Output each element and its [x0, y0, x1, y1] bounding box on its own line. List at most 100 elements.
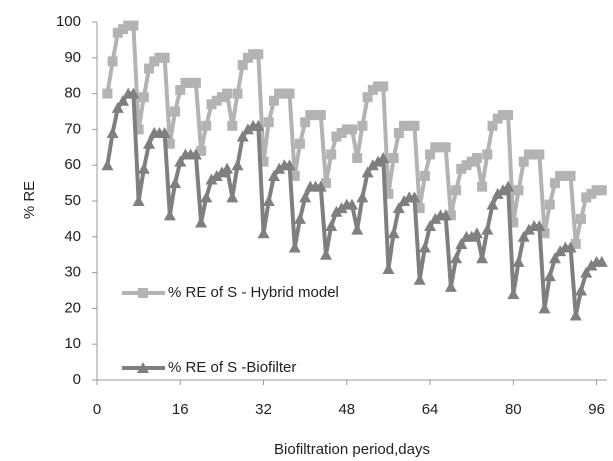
marker	[388, 153, 399, 164]
marker	[382, 263, 395, 275]
marker	[190, 77, 201, 88]
marker	[377, 152, 390, 164]
marker	[319, 248, 332, 260]
marker	[522, 223, 535, 235]
marker	[107, 56, 118, 67]
marker	[569, 309, 582, 321]
marker	[174, 155, 187, 167]
marker	[565, 170, 576, 181]
marker	[149, 56, 160, 67]
marker	[481, 223, 494, 235]
marker	[508, 217, 519, 228]
marker	[320, 178, 331, 189]
x-tick-label: 48	[338, 401, 355, 418]
marker	[138, 92, 149, 103]
marker	[106, 126, 119, 138]
marker	[570, 238, 581, 249]
marker	[284, 88, 295, 99]
marker	[517, 230, 530, 242]
marker	[487, 120, 498, 131]
marker	[414, 203, 425, 214]
x-tick-label: 16	[172, 401, 189, 418]
x-tick-label: 64	[422, 401, 439, 418]
marker	[595, 255, 608, 267]
marker	[351, 223, 364, 235]
marker	[215, 166, 228, 178]
marker	[538, 302, 551, 314]
legend-marker	[138, 288, 148, 298]
x-tick-label: 0	[93, 401, 101, 418]
marker	[419, 170, 430, 181]
marker	[118, 24, 129, 35]
marker	[409, 120, 420, 131]
marker	[591, 185, 602, 196]
marker	[470, 227, 483, 239]
marker	[242, 52, 253, 63]
marker	[398, 195, 411, 206]
marker	[445, 210, 456, 221]
y-tick-label: 30	[64, 264, 81, 281]
marker	[548, 252, 561, 264]
marker	[581, 192, 592, 203]
x-tick-label: 32	[255, 401, 272, 418]
marker	[575, 213, 586, 224]
marker	[486, 198, 499, 210]
marker	[586, 188, 597, 199]
marker	[273, 162, 286, 174]
legend-label: % RE of S -Biofilter	[168, 359, 296, 376]
marker	[539, 228, 550, 239]
marker	[549, 178, 560, 189]
marker	[128, 20, 139, 31]
marker	[560, 170, 571, 181]
marker	[300, 117, 311, 128]
marker	[268, 95, 279, 106]
marker	[356, 191, 369, 203]
marker	[383, 188, 394, 199]
marker	[491, 187, 504, 199]
marker	[205, 173, 218, 185]
marker	[133, 124, 144, 135]
y-tick-label: 10	[64, 335, 81, 352]
marker	[283, 159, 296, 171]
marker	[274, 88, 285, 99]
marker	[503, 110, 514, 121]
marker	[476, 252, 489, 264]
marker	[336, 127, 347, 138]
marker	[132, 195, 145, 206]
marker	[211, 95, 222, 106]
marker	[399, 120, 410, 131]
y-tick-label: 20	[64, 299, 81, 316]
y-tick-label: 70	[64, 120, 81, 137]
marker	[258, 156, 269, 167]
marker	[352, 153, 363, 164]
marker	[477, 181, 488, 192]
marker	[236, 130, 249, 142]
marker	[267, 169, 280, 181]
marker	[346, 198, 358, 210]
y-tick-label: 0	[73, 371, 81, 388]
marker	[450, 252, 463, 264]
marker	[330, 205, 343, 217]
y-axis-label: % RE	[21, 181, 38, 219]
marker	[461, 160, 472, 171]
marker	[361, 166, 374, 178]
marker	[127, 87, 140, 99]
marker	[232, 88, 243, 99]
marker	[580, 266, 593, 278]
marker	[533, 220, 546, 232]
y-tick-label: 40	[64, 228, 81, 245]
marker	[564, 241, 577, 253]
marker	[169, 177, 182, 189]
marker	[554, 245, 567, 257]
marker	[523, 149, 534, 160]
marker	[429, 212, 442, 224]
marker	[512, 255, 525, 267]
marker	[263, 117, 274, 128]
marker	[252, 119, 265, 131]
marker	[341, 124, 352, 135]
marker	[180, 77, 191, 88]
marker	[216, 92, 227, 103]
marker	[102, 88, 113, 99]
marker	[158, 126, 171, 138]
marker	[231, 159, 244, 171]
